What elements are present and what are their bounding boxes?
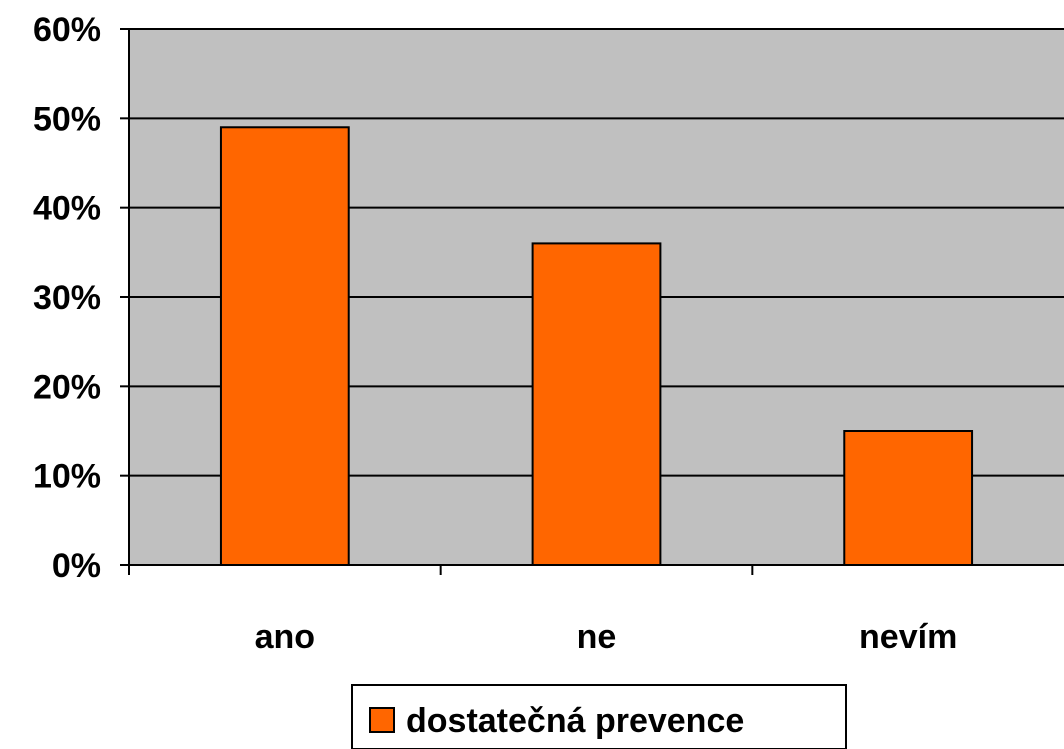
y-tick-label: 50%: [33, 100, 101, 138]
y-axis-ticks: 0% 10% 20% 30% 40% 50% 60%: [33, 11, 129, 585]
x-tick-label: ne: [577, 618, 617, 656]
y-tick-label: 60%: [33, 11, 101, 49]
legend: dostatečná prevence: [351, 684, 847, 749]
y-tick-label: 30%: [33, 279, 101, 317]
legend-swatch: [369, 707, 395, 733]
bars: [219, 126, 974, 567]
y-tick-label: 10%: [33, 458, 101, 496]
legend-box: [351, 684, 847, 749]
legend-label: dostatečná prevence: [406, 702, 744, 740]
x-axis-ticks: ano ne nevím: [128, 565, 957, 656]
y-tick-label: 20%: [33, 368, 101, 406]
y-tick-label: 0%: [52, 547, 101, 585]
y-tick-label: 40%: [33, 190, 101, 228]
x-tick-label: ano: [255, 618, 315, 656]
x-tick-label: nevím: [859, 618, 957, 656]
bar-ne: [531, 242, 662, 566]
bar-ano: [219, 126, 350, 567]
bar-nevím: [843, 430, 974, 566]
